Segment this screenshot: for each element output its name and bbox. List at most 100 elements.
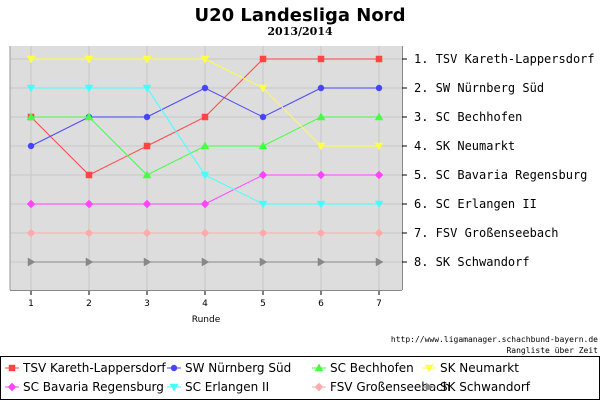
rank-label: 4. SK Neumarkt [414, 139, 515, 153]
series-group [26, 112, 384, 179]
rank-label: 6. SC Erlangen II [414, 197, 537, 211]
data-point [374, 200, 384, 209]
data-point [259, 55, 267, 63]
legend-marker [170, 364, 178, 372]
legend-label: SK Schwandorf [440, 380, 531, 394]
data-point [374, 142, 384, 151]
data-point [375, 257, 384, 267]
legend-item: SK Schwandorf [422, 380, 531, 394]
data-point [143, 113, 151, 121]
data-point [142, 228, 152, 238]
data-point [374, 228, 384, 238]
x-tick-label: 2 [86, 299, 92, 309]
legend-marker [8, 364, 16, 372]
data-point [143, 257, 152, 267]
legend-item: FSV Großenseebach [312, 380, 450, 394]
legend: TSV Kareth-Lappersdorf SW Nürnberg Süd SC … [5, 361, 531, 394]
data-point [200, 171, 210, 180]
legend-label: SC Bavaria Regensburg [23, 380, 164, 394]
data-point [316, 200, 326, 209]
x-axis-label: Runde [192, 315, 221, 325]
data-point [258, 84, 268, 93]
data-point [375, 55, 383, 63]
data-point [200, 228, 210, 238]
plot-area [10, 46, 402, 290]
data-point [375, 84, 383, 92]
data-point [316, 112, 326, 121]
legend-marker [314, 363, 324, 372]
data-point [26, 228, 36, 238]
rank-label: 3. SC Bechhofen [414, 110, 522, 124]
data-point [26, 199, 36, 209]
x-tick-label: 4 [202, 299, 208, 309]
legend-item: SW Nürnberg Süd [167, 361, 291, 375]
series-group [26, 84, 384, 209]
data-point [142, 199, 152, 209]
data-point [143, 142, 151, 150]
legend-marker [425, 382, 434, 392]
data-point [316, 170, 326, 180]
series-group [26, 55, 384, 151]
data-point [259, 257, 268, 267]
legend-marker [424, 364, 434, 373]
data-point [258, 228, 268, 238]
chart-caption: Rangliste über Zeit [506, 346, 598, 355]
rank-label: 2. SW Nürnberg Süd [414, 81, 544, 95]
legend-label: SK Neumarkt [440, 361, 519, 375]
data-point [84, 55, 94, 64]
data-point [84, 112, 94, 121]
x-tick-label: 7 [376, 299, 382, 309]
legend-marker [314, 382, 324, 392]
data-point [374, 170, 384, 180]
data-point [258, 200, 268, 209]
data-point [26, 112, 36, 121]
chart-title: U20 Landesliga Nord [195, 5, 406, 26]
chart-subtitle: 2013/2014 [267, 25, 333, 38]
legend-marker [7, 382, 17, 392]
data-point [142, 55, 152, 64]
legend-label: SW Nürnberg Süd [185, 361, 291, 375]
data-point [201, 84, 209, 92]
series-lines [26, 55, 384, 267]
data-point [317, 257, 326, 267]
data-point [258, 170, 268, 180]
data-point [200, 55, 210, 64]
data-point [27, 257, 36, 267]
series-group [27, 55, 383, 179]
source-url: http://www.ligamanager.schachbund-bayern… [391, 335, 598, 344]
data-point [26, 55, 36, 64]
rank-label: 7. FSV Großenseebach [414, 226, 559, 240]
legend-box [0, 356, 600, 400]
rank-label: 1. TSV Kareth-Lappersdorf [414, 52, 595, 66]
rank-labels: 1. TSV Kareth-Lappersdorf 2. SW Nürnberg … [402, 52, 595, 269]
x-axis-ticks: 1 2 3 4 5 6 7 [28, 291, 382, 309]
x-tick-label: 5 [260, 299, 266, 309]
data-point [84, 228, 94, 238]
data-point [84, 84, 94, 93]
data-point [142, 170, 152, 179]
data-point [27, 142, 35, 150]
legend-item: SK Neumarkt [422, 361, 519, 375]
data-point [200, 199, 210, 209]
rank-label: 8. SK Schwandorf [414, 255, 530, 269]
rank-label: 5. SC Bavaria Regensburg [414, 168, 587, 182]
data-point [316, 228, 326, 238]
series-group [27, 257, 384, 267]
legend-item: SC Bechhofen [312, 361, 414, 375]
x-tick-label: 3 [144, 299, 150, 309]
x-tick-label: 6 [318, 299, 324, 309]
data-point [85, 257, 94, 267]
legend-label: FSV Großenseebach [330, 380, 450, 394]
x-tick-label: 1 [28, 299, 34, 309]
data-point [84, 199, 94, 209]
legend-item: SC Bavaria Regensburg [5, 380, 164, 394]
data-point [85, 171, 93, 179]
data-point [201, 113, 209, 121]
data-point [142, 84, 152, 93]
data-point [317, 84, 325, 92]
data-point [201, 257, 210, 267]
legend-label: SC Bechhofen [330, 361, 414, 375]
data-point [26, 84, 36, 93]
legend-label: TSV Kareth-Lappersdorf [22, 361, 166, 375]
